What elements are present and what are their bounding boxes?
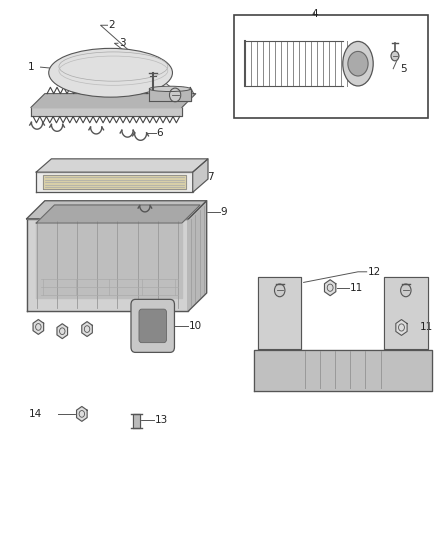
Polygon shape: [36, 159, 208, 172]
Circle shape: [275, 284, 285, 297]
Polygon shape: [36, 223, 182, 298]
Text: 10: 10: [188, 321, 201, 331]
Circle shape: [170, 88, 181, 102]
Text: 12: 12: [367, 267, 381, 277]
Circle shape: [348, 52, 368, 76]
Text: 1: 1: [28, 62, 34, 72]
Text: 3: 3: [119, 38, 125, 49]
Ellipse shape: [49, 49, 173, 97]
Polygon shape: [31, 108, 182, 116]
FancyBboxPatch shape: [131, 300, 174, 352]
Polygon shape: [77, 407, 87, 421]
Polygon shape: [36, 172, 193, 192]
Polygon shape: [258, 277, 301, 349]
Polygon shape: [27, 201, 207, 219]
Polygon shape: [57, 324, 67, 338]
Text: 13: 13: [155, 415, 168, 425]
Polygon shape: [27, 219, 188, 311]
Polygon shape: [254, 350, 432, 391]
Text: 8: 8: [163, 200, 170, 211]
Polygon shape: [42, 175, 186, 189]
Polygon shape: [33, 319, 44, 334]
Polygon shape: [82, 321, 92, 336]
Polygon shape: [31, 94, 196, 108]
Text: 4: 4: [311, 10, 318, 19]
Polygon shape: [149, 89, 191, 101]
Polygon shape: [188, 201, 207, 311]
Polygon shape: [193, 159, 208, 192]
FancyBboxPatch shape: [139, 309, 166, 343]
Polygon shape: [396, 319, 407, 335]
Circle shape: [391, 51, 399, 61]
Text: 14: 14: [28, 409, 42, 419]
Ellipse shape: [343, 42, 373, 86]
Text: 11: 11: [420, 322, 433, 333]
Circle shape: [401, 284, 411, 297]
Text: 7: 7: [207, 172, 213, 182]
Polygon shape: [384, 277, 427, 349]
Polygon shape: [325, 280, 336, 296]
Bar: [234, 14, 427, 118]
Text: 2: 2: [108, 20, 115, 30]
Ellipse shape: [149, 86, 191, 92]
Text: 9: 9: [221, 207, 227, 216]
Text: 6: 6: [157, 128, 163, 138]
Polygon shape: [133, 414, 140, 428]
Text: 11: 11: [350, 282, 364, 293]
Polygon shape: [36, 205, 200, 223]
Text: 5: 5: [400, 64, 406, 74]
